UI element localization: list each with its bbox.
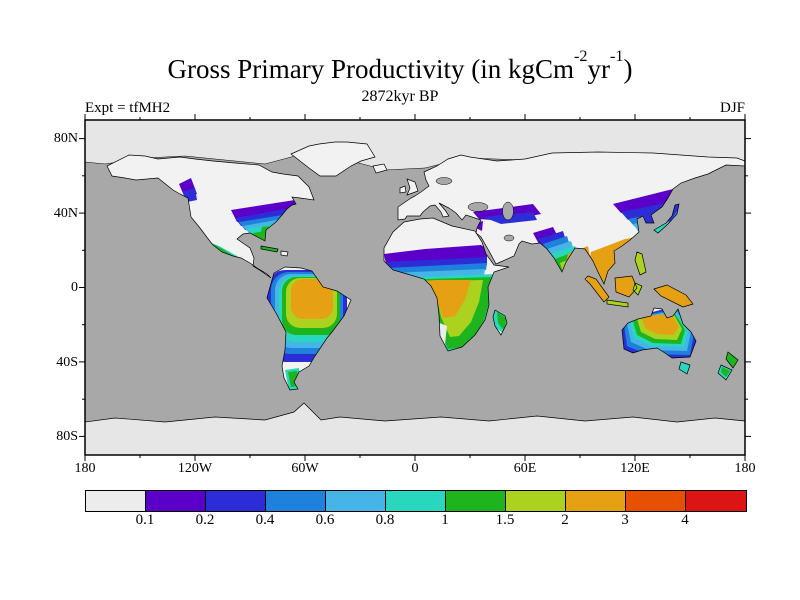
chart-title: Gross Primary Productivity (in kgCm-2yr-… [0, 47, 800, 85]
gpp-madagascar-green [497, 312, 506, 332]
colorbar-label: 1 [441, 512, 449, 528]
gpp-sahel-medblue-band [388, 263, 487, 275]
world-map [79, 114, 751, 461]
antarctica [84, 402, 746, 456]
caspian-sea [502, 201, 514, 221]
lat-label-80n: 80N [53, 131, 78, 146]
gpp-south-japan-cyan [652, 221, 670, 234]
inland-water [435, 177, 515, 242]
colorbar-label: 3 [621, 512, 629, 528]
colorbar [85, 490, 747, 512]
gpp-borneo-orange [614, 275, 638, 299]
colorbar-segment [446, 491, 506, 511]
colorbar-segment [206, 491, 266, 511]
lat-label-40s: 40S [56, 355, 78, 370]
persian-gulf [503, 234, 515, 242]
colorbar-label: 4 [681, 512, 689, 528]
experiment-label: Expt = tfMH2 [85, 100, 171, 116]
lon-label-0: 0 [411, 461, 419, 476]
colorbar-labels: 0.1 0.2 0.4 0.6 0.8 1 1.5 2 3 4 [85, 512, 745, 532]
baltic-sea [435, 177, 453, 185]
title-prefix: Gross Primary Productivity (in kgCm [167, 54, 575, 84]
gpp-australia-orange-core [641, 314, 679, 335]
colorbar-label: 0.2 [195, 512, 215, 528]
gpp-new-guinea-orange [653, 284, 694, 309]
gpp-amazon-orange-core [291, 279, 333, 319]
title-superscript-2: -1 [610, 46, 624, 65]
title-suffix: ) [623, 54, 633, 84]
colorbar-label: 2 [561, 512, 569, 528]
colorbar-segment [386, 491, 446, 511]
lat-label-0: 0 [71, 280, 78, 295]
map-area [84, 119, 746, 456]
lon-label-180e: 180 [734, 461, 756, 476]
lat-label-40n: 40N [53, 206, 78, 221]
lon-label-60e: 60E [513, 461, 537, 476]
black-sea [467, 202, 489, 212]
colorbar-label: 0.1 [135, 512, 155, 528]
colorbar-segment [266, 491, 326, 511]
gpp-nz-south-green [721, 367, 730, 377]
colorbar-label: 1.5 [495, 512, 515, 528]
colorbar-segment [566, 491, 626, 511]
colorbar-segment [86, 491, 146, 511]
colorbar-label: 0.6 [315, 512, 335, 528]
title-superscript-1: -2 [574, 46, 588, 65]
colorbar-segment [326, 491, 386, 511]
colorbar-segment [506, 491, 566, 511]
colorbar-segment [626, 491, 686, 511]
chart-subtitle: 2872kyr BP [361, 88, 439, 105]
lat-label-80s: 80S [56, 429, 78, 444]
lon-label-120e: 120E [620, 461, 650, 476]
lon-label-180w: 180 [74, 461, 96, 476]
gpp-sumatra-orange [586, 275, 611, 303]
axis-ticks [79, 114, 751, 461]
lon-label-120w: 120W [177, 461, 213, 476]
colorbar-segment [686, 491, 746, 511]
colorbar-segment [146, 491, 206, 511]
season-label: DJF [719, 100, 745, 116]
colorbar-label: 0.4 [255, 512, 275, 528]
title-mid: yr [587, 54, 611, 84]
colorbar-label: 0.8 [375, 512, 395, 528]
lon-label-60w: 60W [291, 461, 319, 476]
